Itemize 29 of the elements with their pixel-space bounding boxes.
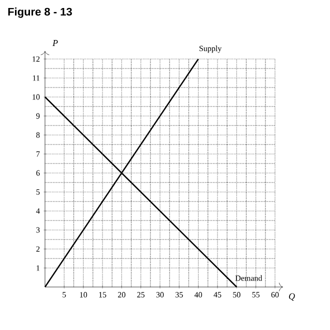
y-tick-label: 8 [36, 132, 40, 138]
x-tick-label: 50 [233, 292, 240, 298]
x-tick-label: 10 [80, 292, 88, 298]
y-tick-label: 11 [32, 75, 40, 81]
series-label: Supply [200, 46, 222, 53]
y-tick-label: 7 [36, 151, 40, 157]
x-tick-label: 15 [99, 292, 106, 298]
x-tick-label: 60 [271, 292, 279, 298]
y-tick-label: 12 [32, 56, 40, 62]
y-tick-label: 5 [36, 189, 40, 195]
y-tick-label: 3 [36, 227, 40, 233]
y-tick-label: 10 [32, 94, 40, 100]
y-tick-label: 9 [36, 113, 40, 119]
x-tick-label: 55 [252, 292, 260, 298]
x-tick-label: 20 [118, 292, 126, 298]
x-tick-label: 40 [194, 292, 202, 298]
x-axis-title: Q [289, 293, 295, 301]
y-tick-label: 6 [36, 170, 40, 176]
y-tick-label: 2 [36, 246, 40, 252]
series-label: Demand [235, 275, 262, 281]
y-tick-label: 1 [36, 265, 40, 271]
x-tick-label: 25 [137, 292, 145, 298]
chart-title: Figure 8 - 13 [8, 8, 72, 18]
y-axis-title: P [52, 40, 58, 46]
x-tick-label: 5 [62, 292, 66, 298]
x-tick-label: 35 [176, 292, 183, 298]
y-tick-label: 4 [36, 208, 40, 214]
x-tick-label: 45 [214, 292, 222, 298]
x-tick-label: 30 [156, 292, 164, 298]
